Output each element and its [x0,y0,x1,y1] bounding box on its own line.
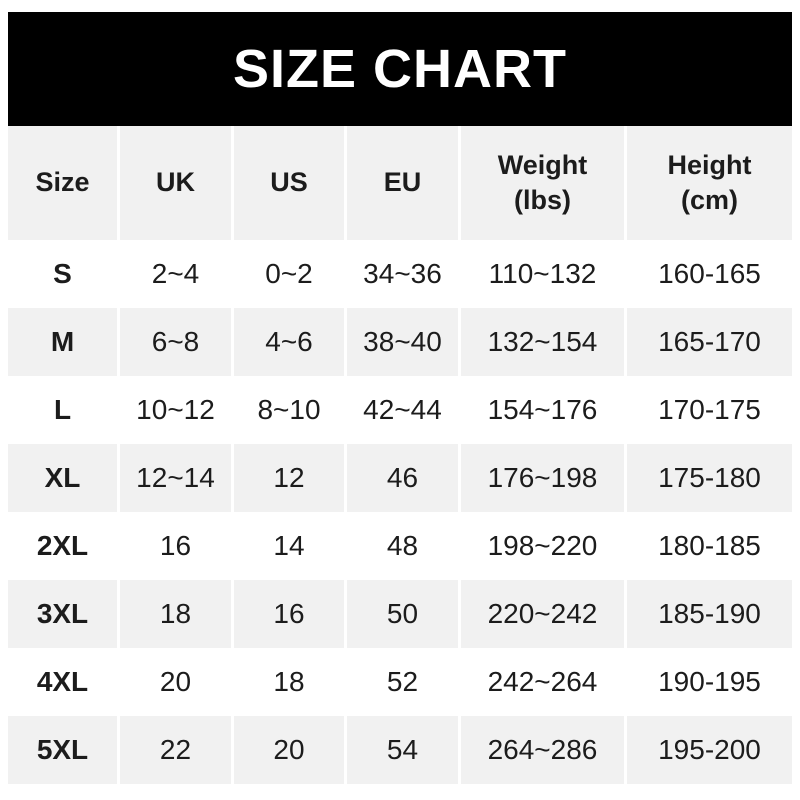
value-cell: 4~6 [234,308,347,376]
table-row: XL 12~14 12 46 176~198 175-180 [8,444,792,512]
value-cell: 132~154 [461,308,627,376]
column-header-eu: EU [347,126,461,240]
column-header-height: Height (cm) [667,149,752,215]
value-cell: 14 [234,512,347,580]
value-cell: 16 [234,580,347,648]
value-cell: 180-185 [658,529,761,561]
value-cell: 48 [347,512,461,580]
value-cell: 170-175 [658,393,761,425]
value-cell: 18 [120,580,234,648]
value-cell: 20 [234,716,347,784]
value-cell: 8~10 [234,376,347,444]
table-row: L 10~12 8~10 42~44 154~176 170-175 [8,376,792,444]
value-cell: 10~12 [120,376,234,444]
size-label-cell: XL [8,444,120,512]
value-cell: 22 [120,716,234,784]
value-cell: 264~286 [461,716,627,784]
size-label-cell: M [8,308,120,376]
table-row: 5XL 22 20 54 264~286 195-200 [8,716,792,784]
size-label-cell: S [8,240,120,308]
size-label-cell: 3XL [8,580,120,648]
table-body: S 2~4 0~2 34~36 110~132 160-165 M 6~8 4~6 38~40 13… [8,240,792,784]
column-header-us: US [234,126,347,240]
value-cell: 185-190 [658,597,761,629]
value-cell: 2~4 [120,240,234,308]
value-cell: 190-195 [658,665,761,697]
value-cell: 198~220 [461,512,627,580]
value-cell: 6~8 [120,308,234,376]
column-header-weight: Weight (lbs) [461,126,627,240]
title-banner: SIZE CHART [8,12,792,126]
value-cell: 0~2 [234,240,347,308]
value-cell: 50 [347,580,461,648]
value-cell: 46 [347,444,461,512]
table-row: M 6~8 4~6 38~40 132~154 165-170 [8,308,792,376]
value-cell: 54 [347,716,461,784]
value-cell: 52 [347,648,461,716]
value-cell: 175-180 [658,461,761,493]
column-header-size: Size [8,126,120,240]
size-chart-table: Size UK US EU Weight (lbs) Height (cm) S… [8,126,792,784]
value-cell: 16 [120,512,234,580]
table-header-row: Size UK US EU Weight (lbs) Height (cm) [8,126,792,240]
size-label-cell: L [8,376,120,444]
value-cell: 20 [120,648,234,716]
column-header-uk: UK [120,126,234,240]
value-cell: 18 [234,648,347,716]
value-cell: 176~198 [461,444,627,512]
value-cell: 34~36 [347,240,461,308]
value-cell: 160-165 [658,257,761,289]
size-label-cell: 2XL [8,512,120,580]
value-cell: 154~176 [461,376,627,444]
page-title: SIZE CHART [233,39,567,99]
size-label-cell: 5XL [8,716,120,784]
value-cell: 110~132 [461,240,627,308]
value-cell: 220~242 [461,580,627,648]
value-cell: 38~40 [347,308,461,376]
table-row: 2XL 16 14 48 198~220 180-185 [8,512,792,580]
value-cell: 12~14 [120,444,234,512]
size-label-cell: 4XL [8,648,120,716]
value-cell: 165-170 [658,325,761,357]
table-row: S 2~4 0~2 34~36 110~132 160-165 [8,240,792,308]
table-row: 3XL 18 16 50 220~242 185-190 [8,580,792,648]
table-row: 4XL 20 18 52 242~264 190-195 [8,648,792,716]
value-cell: 42~44 [347,376,461,444]
value-cell: 195-200 [658,733,761,765]
value-cell: 12 [234,444,347,512]
value-cell: 242~264 [461,648,627,716]
